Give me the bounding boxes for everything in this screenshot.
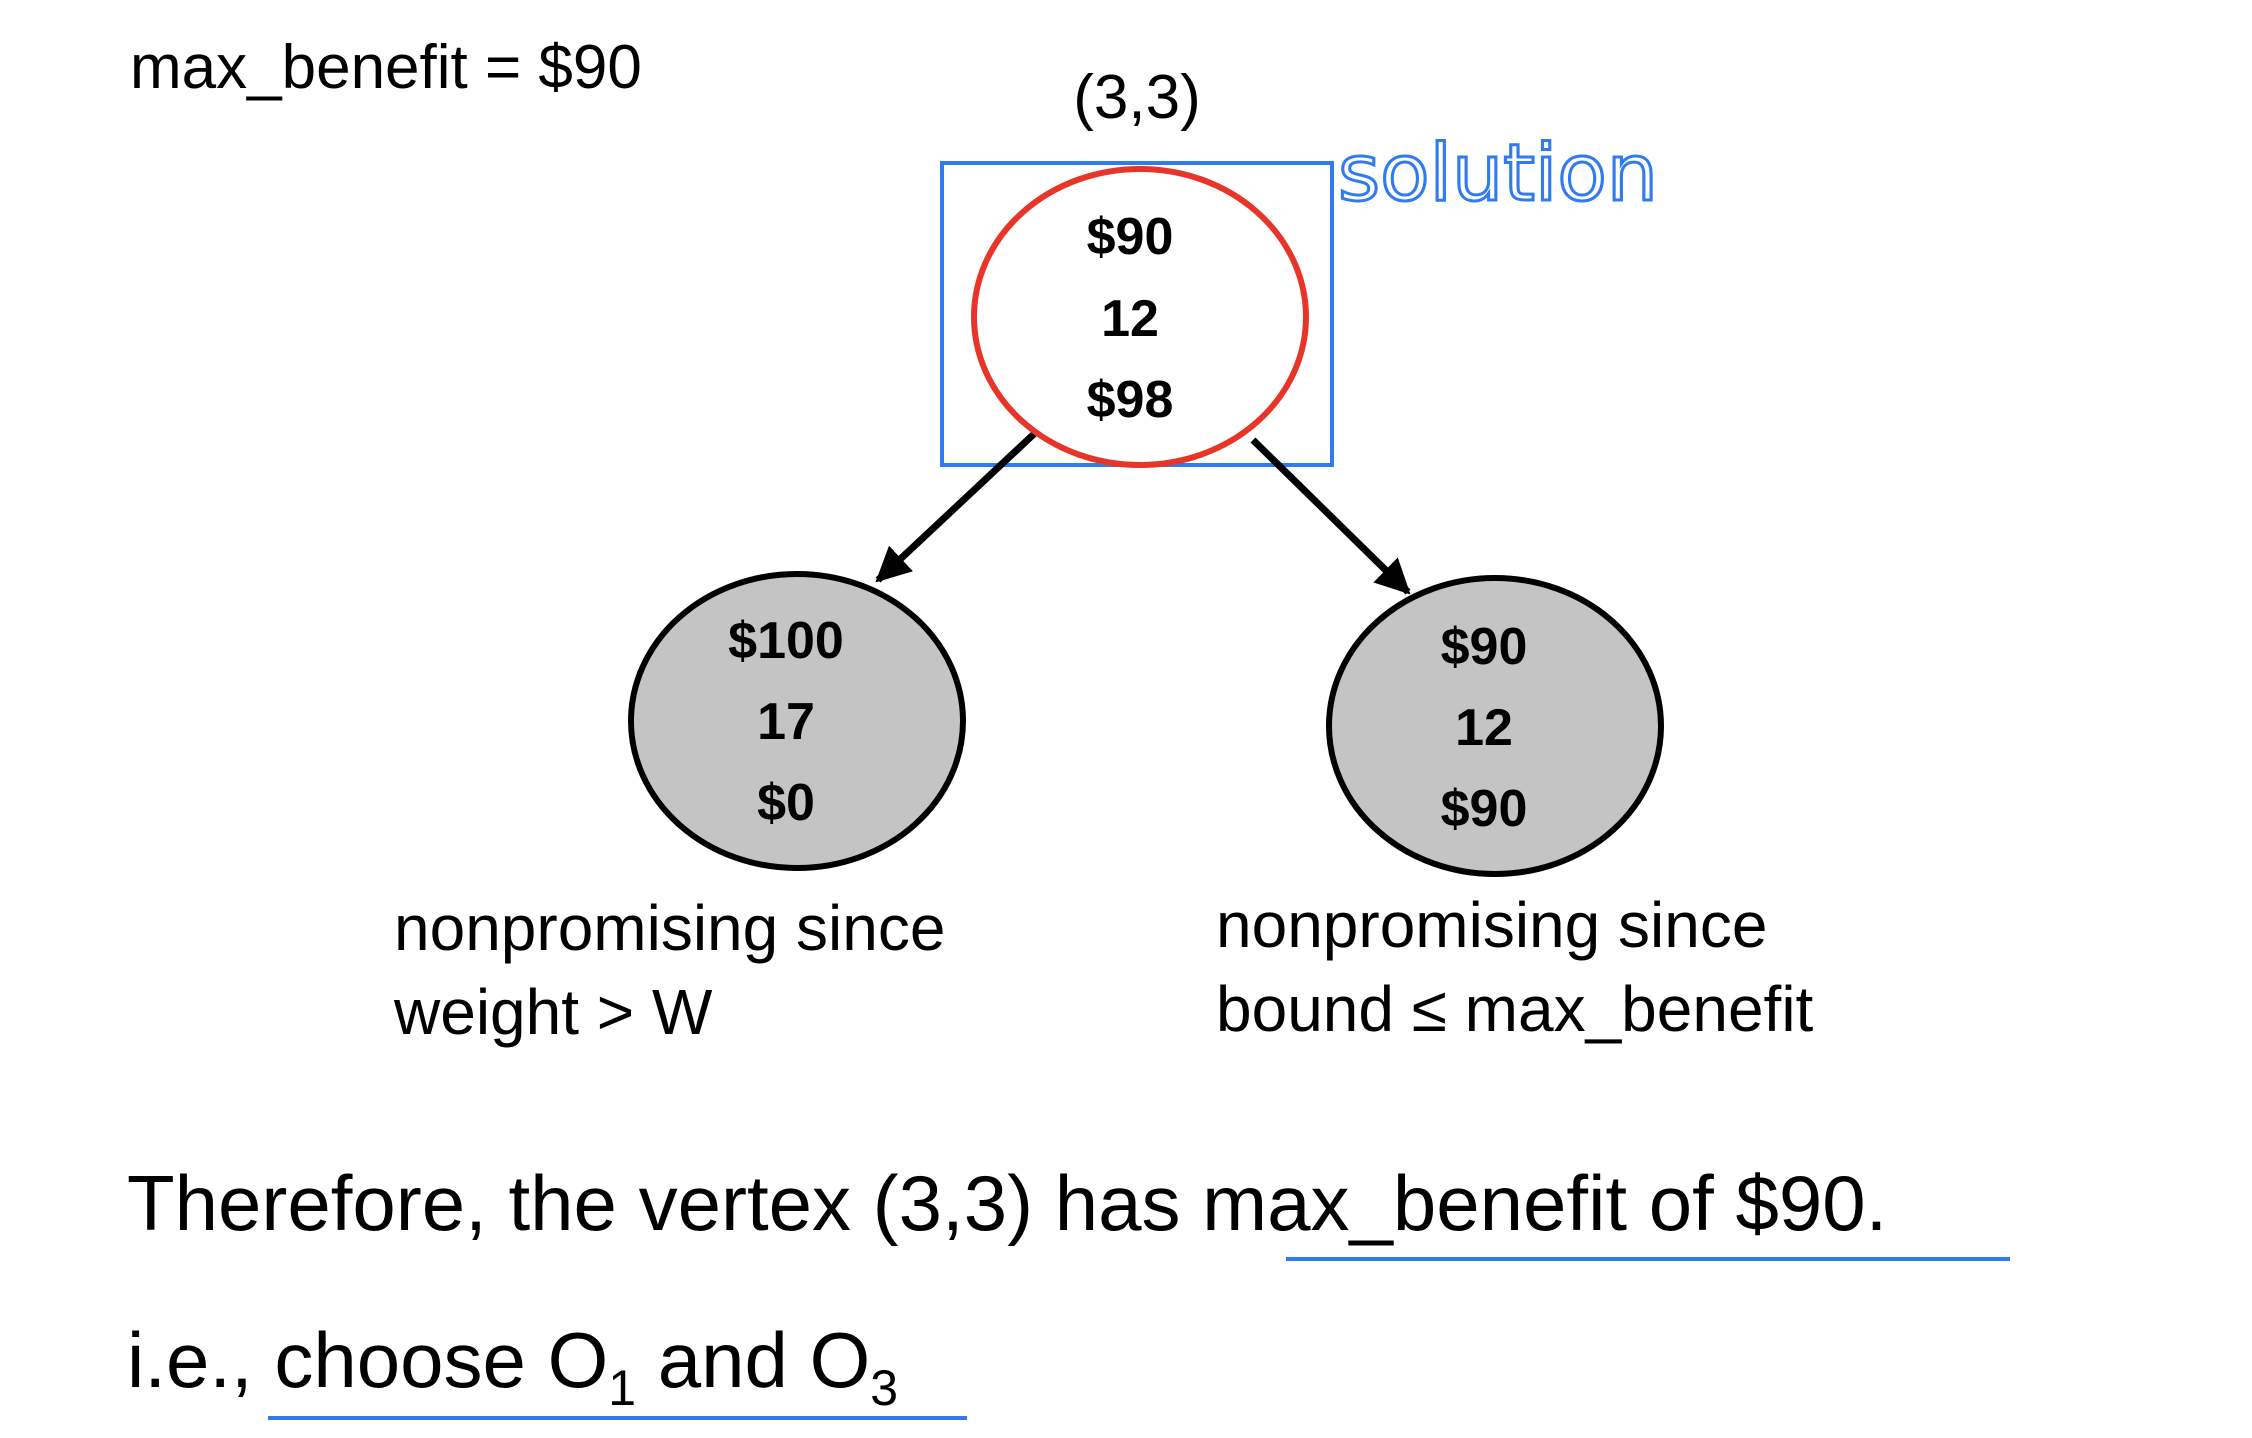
and-text: and O [636, 1316, 870, 1404]
right-node-benefit: $90 [1441, 618, 1528, 676]
root-node: $90 12 $98 [971, 166, 1309, 468]
subscript-3: 3 [870, 1360, 898, 1416]
left-child-node: $100 17 $0 [628, 571, 966, 871]
left-node-note-line1: nonpromising since [394, 892, 945, 964]
left-node-note-line2: weight > W [393, 976, 713, 1048]
conclusion-highlight: max_benefit of $90 [1202, 1159, 1865, 1247]
right-node-note-line1: nonpromising since [1216, 889, 1767, 961]
root-node-bound: $98 [1087, 371, 1174, 429]
choose-text: choose O [274, 1316, 608, 1404]
edge-left [875, 430, 1038, 583]
subscript-1: 1 [608, 1360, 636, 1416]
solution-handwritten-note: solution [1338, 129, 1658, 219]
conclusion-prefix: Therefore, the vertex (3,3) has [127, 1159, 1202, 1247]
left-node-bound: $0 [757, 774, 815, 832]
right-child-node: $90 12 $90 [1326, 575, 1664, 877]
left-node-benefit: $100 [728, 612, 844, 670]
conclusion-suffix: . [1866, 1159, 1888, 1247]
ie-prefix: i.e., [127, 1316, 274, 1404]
max-benefit-label: max_benefit = $90 [130, 33, 642, 102]
right-node-weight: 12 [1455, 699, 1513, 757]
root-vertex-label: (3,3) [1073, 63, 1200, 132]
right-node-bound: $90 [1441, 780, 1528, 838]
right-node-note-line2: bound ≤ max_benefit [1216, 973, 1814, 1045]
root-node-weight: 12 [1101, 290, 1159, 348]
conclusion-line-1: Therefore, the vertex (3,3) has max_bene… [127, 1159, 1887, 1247]
left-node-weight: 17 [757, 693, 815, 751]
edge-right [1250, 437, 1411, 595]
conclusion-line-2: i.e., choose O1 and O3 [127, 1316, 898, 1416]
root-node-benefit: $90 [1087, 208, 1174, 266]
